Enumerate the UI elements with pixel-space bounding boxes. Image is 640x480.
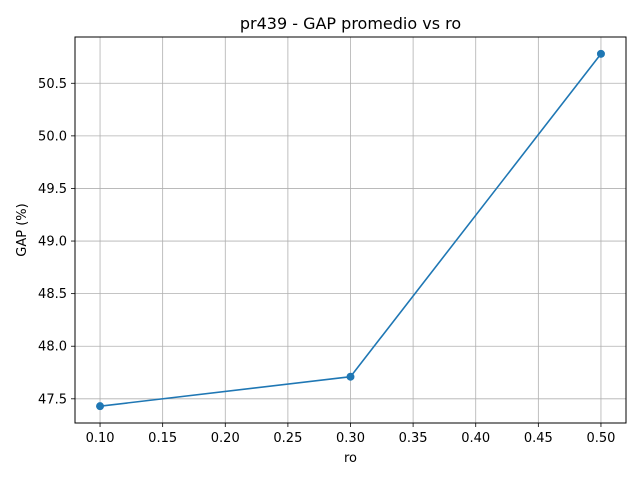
y-tick-label: 48.5 xyxy=(38,287,67,302)
x-tick-label: 0.50 xyxy=(586,431,615,446)
x-tick-label: 0.15 xyxy=(148,431,177,446)
grid-lines xyxy=(75,37,626,423)
series-group xyxy=(96,49,605,411)
chart-title: pr439 - GAP promedio vs ro xyxy=(240,14,461,33)
x-tick-label: 0.20 xyxy=(211,431,240,446)
x-tick-label: 0.35 xyxy=(399,431,428,446)
x-axis-label: ro xyxy=(344,451,357,466)
x-tick-label: 0.25 xyxy=(273,431,302,446)
axis-ticks: 0.10 0.15 0.20 0.25 0.30 0.35 0.40 0.45 0.50 47.5… xyxy=(38,77,615,446)
y-tick-label: 49.0 xyxy=(38,235,67,250)
data-point xyxy=(346,372,355,381)
x-tick-label: 0.45 xyxy=(524,431,553,446)
y-tick-label: 49.5 xyxy=(38,182,67,197)
x-tick-label: 0.40 xyxy=(461,431,490,446)
y-tick-label: 48.0 xyxy=(38,340,67,355)
data-point xyxy=(96,402,105,411)
y-tick-label: 50.5 xyxy=(38,77,67,92)
y-axis-label: GAP (%) xyxy=(15,203,30,256)
x-tick-label: 0.10 xyxy=(86,431,115,446)
data-point xyxy=(596,49,605,58)
y-tick-label: 50.0 xyxy=(38,129,67,144)
y-tick-label: 47.5 xyxy=(38,392,67,407)
x-tick-label: 0.30 xyxy=(336,431,365,446)
